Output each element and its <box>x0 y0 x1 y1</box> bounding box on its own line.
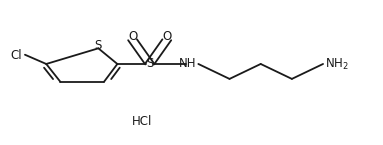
Text: S: S <box>146 57 153 70</box>
Text: O: O <box>128 30 137 43</box>
Text: S: S <box>95 39 102 52</box>
Text: Cl: Cl <box>11 49 23 62</box>
Text: HCl: HCl <box>132 115 152 128</box>
Text: O: O <box>162 30 172 43</box>
Text: NH: NH <box>179 57 196 70</box>
Text: NH$_2$: NH$_2$ <box>325 56 349 71</box>
